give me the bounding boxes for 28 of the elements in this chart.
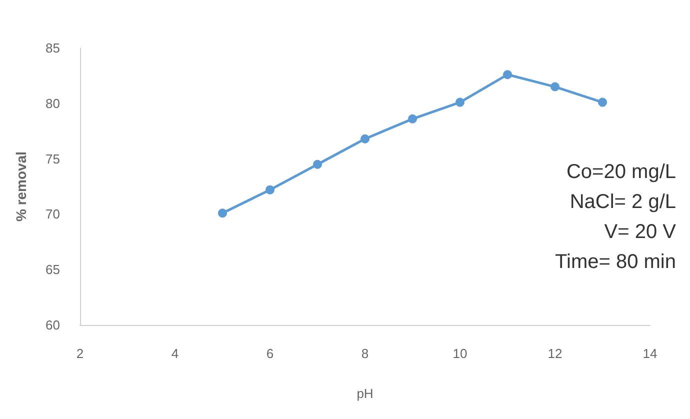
y-tick-label: 85 — [46, 40, 60, 56]
point — [266, 185, 274, 194]
y-axis-title: % removal — [13, 151, 29, 222]
x-axis-title: pH — [356, 386, 374, 401]
point — [598, 98, 607, 107]
point — [360, 134, 370, 144]
y-tick-label: 65 — [46, 262, 60, 278]
annotation: Co=20 mg/L — [566, 161, 676, 183]
y-tick-label: 60 — [46, 318, 60, 332]
x-tick-label: 8 — [361, 346, 369, 361]
point — [503, 70, 512, 80]
point — [218, 208, 227, 218]
point — [408, 114, 417, 124]
point — [313, 160, 322, 169]
annotation: V= 20 V — [604, 221, 677, 243]
point — [550, 82, 560, 92]
annotation: NaCl= 2 g/L — [570, 191, 676, 213]
x-tick-label: 14 — [642, 346, 658, 361]
x-tick-label: 4 — [171, 346, 179, 361]
x-tick-label: 10 — [452, 346, 468, 361]
y-tick-label: 80 — [46, 96, 60, 111]
x-tick-label: 2 — [76, 346, 84, 361]
annotation: Time= 80 min — [555, 251, 676, 273]
point — [456, 98, 464, 107]
y-tick-label: 70 — [46, 206, 60, 222]
x-tick-label: 6 — [266, 346, 274, 361]
y-tick-label: 75 — [46, 151, 60, 166]
x-tick-label: 12 — [548, 346, 562, 361]
